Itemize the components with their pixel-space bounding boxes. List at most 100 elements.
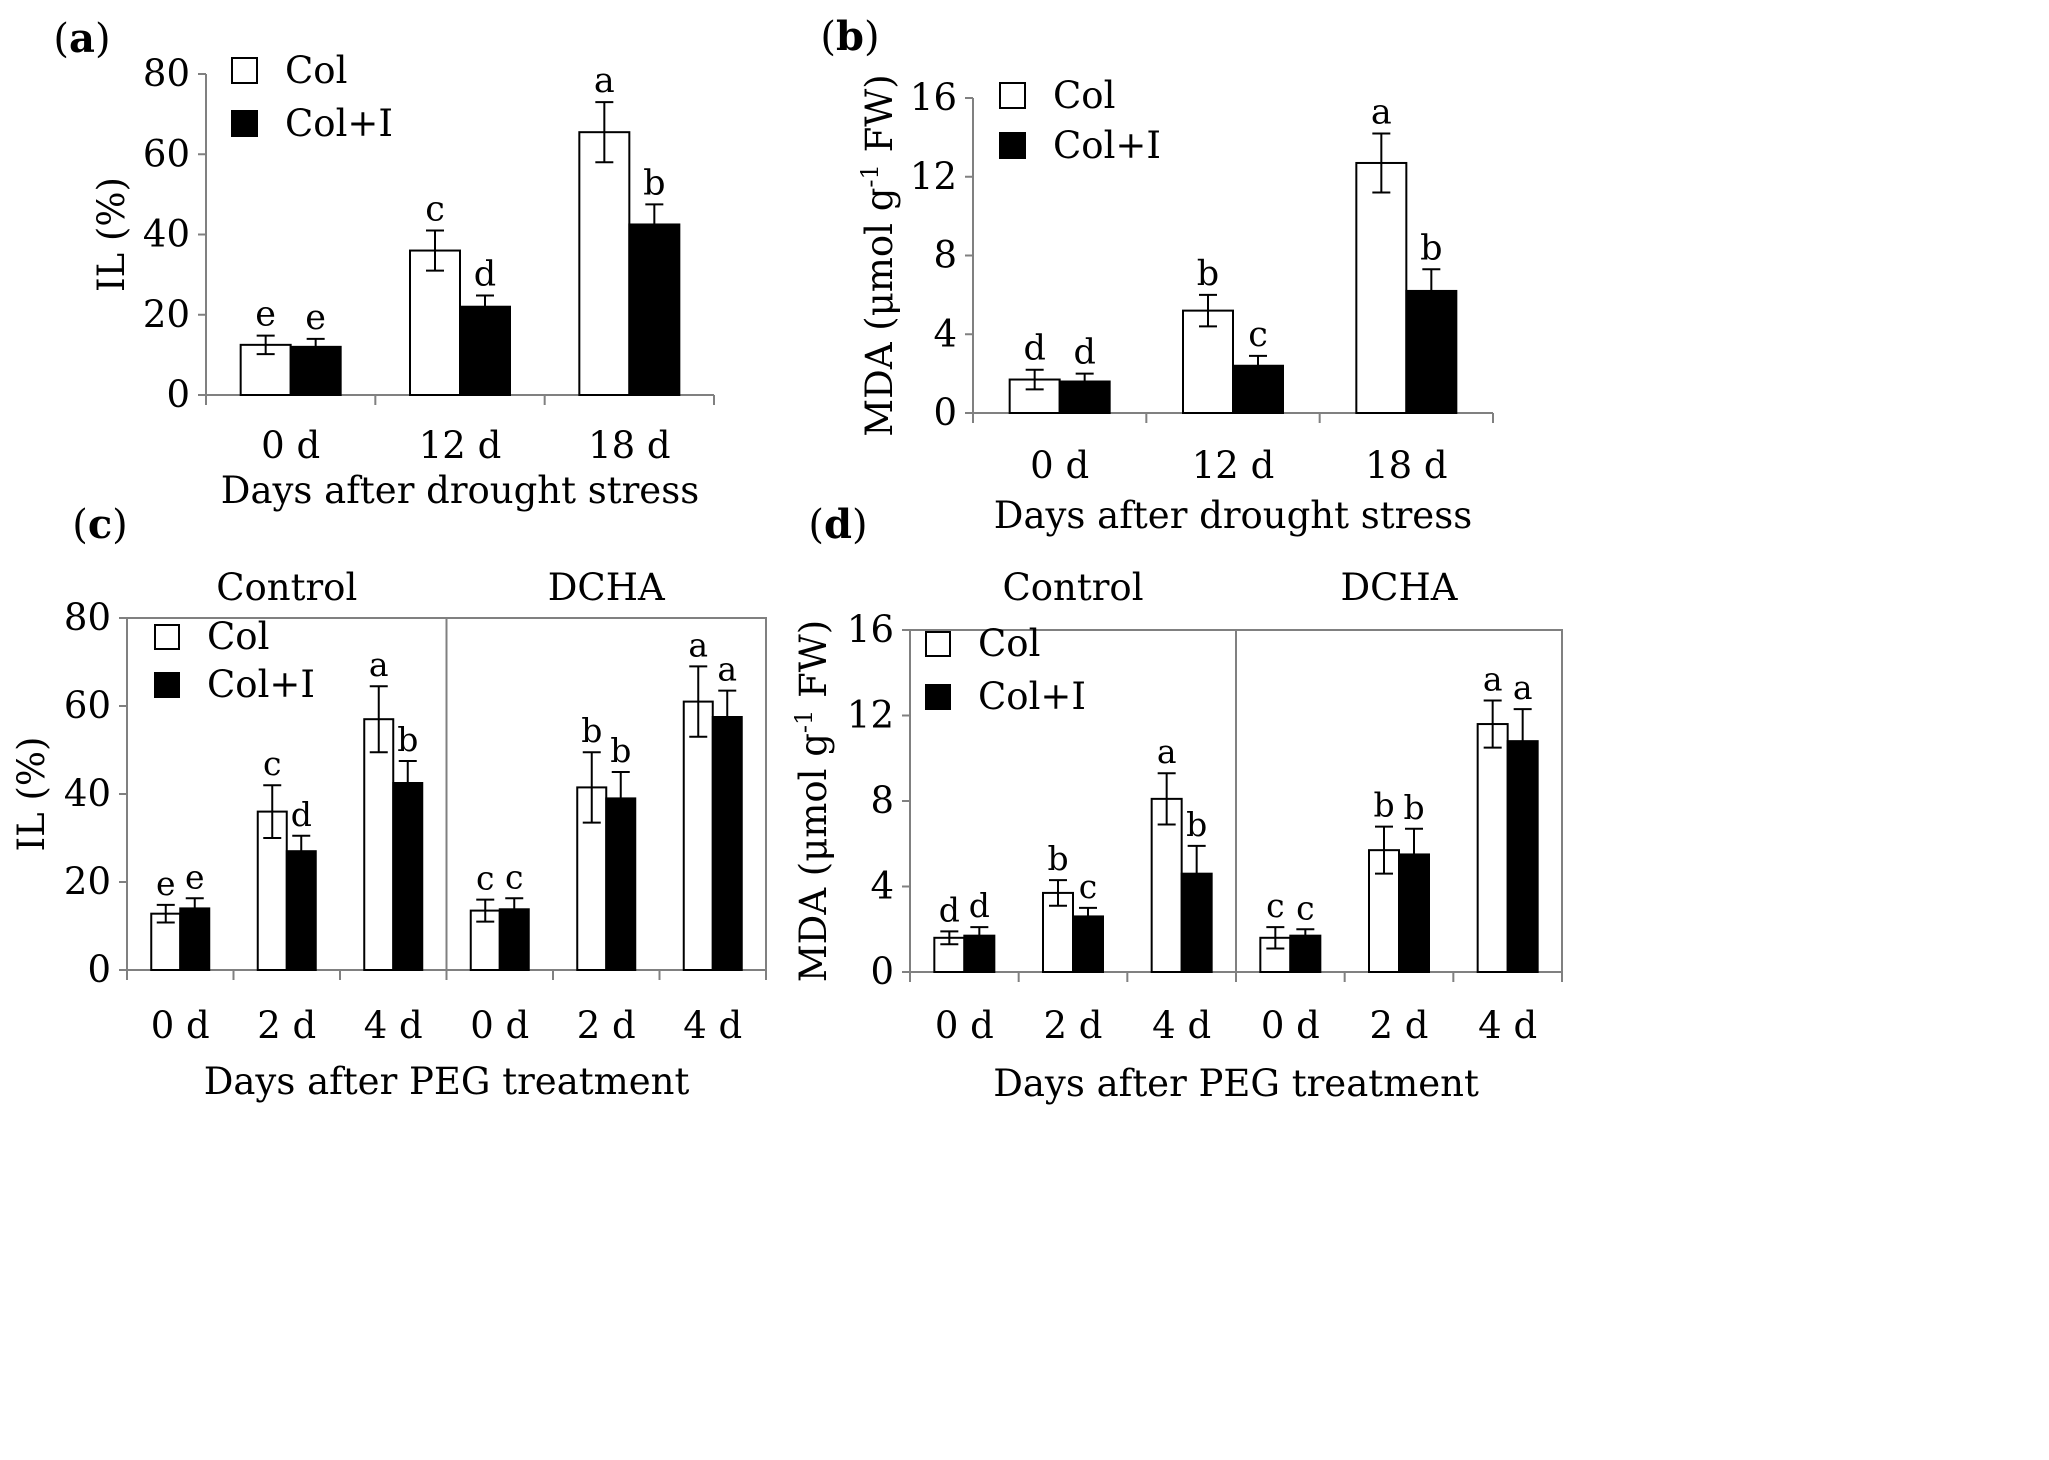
legend-swatch-col <box>231 57 258 84</box>
legend-label-col: Col <box>285 49 347 92</box>
panel-label: (d) <box>808 501 867 548</box>
bar-col <box>1355 161 1408 414</box>
legend-swatch-col-i <box>231 110 258 137</box>
y-axis-title: IL (%) <box>10 737 53 852</box>
legend-label-col: Col <box>1053 74 1115 117</box>
x-tick-label: 0 d <box>261 424 320 467</box>
x-axis-title: Days after PEG treatment <box>204 1060 690 1103</box>
significance-letter: b <box>1373 786 1394 825</box>
panel-a: (a) 0 20 40 60 80 0 d 12 d 18 d e c a e d b Col Col+I IL … <box>53 15 715 512</box>
significance-letter: b <box>1197 254 1219 294</box>
significance-letter: a <box>369 645 389 684</box>
significance-letter: a <box>1513 668 1533 707</box>
significance-letter: b <box>581 711 602 750</box>
x-tick-label: 4 d <box>683 1004 742 1047</box>
panel-c: (c) Control DCHA 0 20 40 60 80 0 d 2 d 4 d 0 d 2 d 4 … <box>10 501 767 1103</box>
y-tick-label: 8 <box>870 779 894 822</box>
y-tick-label: 16 <box>847 608 894 651</box>
legend-label-col-i: Col+I <box>978 675 1086 718</box>
significance-letter: c <box>505 857 523 896</box>
y-tick-label: 0 <box>870 950 894 993</box>
x-tick-label: 0 d <box>151 1004 210 1047</box>
y-tick-label: 40 <box>143 213 190 256</box>
bar-col-i <box>711 716 743 971</box>
y-tick-label: 80 <box>143 52 190 95</box>
significance-letter: d <box>1023 329 1045 369</box>
significance-letter: d <box>474 254 496 294</box>
x-tick-label: 0 d <box>935 1004 994 1047</box>
significance-letter: e <box>255 295 276 335</box>
y-tick-label: 20 <box>64 860 111 903</box>
significance-letter: c <box>425 189 445 229</box>
legend-swatch-col-i <box>154 672 180 698</box>
x-axis-title: Days after drought stress <box>994 494 1472 537</box>
x-tick-label: 12 d <box>419 424 502 467</box>
significance-letter: a <box>1371 92 1392 132</box>
y-tick-label: 4 <box>933 312 957 355</box>
bar-col-i <box>1506 740 1539 974</box>
legend-swatch-col-i <box>999 132 1026 159</box>
x-tick-label: 2 d <box>1370 1004 1429 1047</box>
panel-label: (b) <box>820 13 879 60</box>
x-tick-label: 18 d <box>588 424 671 467</box>
legend-swatch-col <box>154 624 180 650</box>
bar-col-i <box>285 850 317 972</box>
y-tick-label: 16 <box>910 76 957 119</box>
significance-letter: e <box>185 857 205 896</box>
y-axis-title: MDA (μmol g-1 FW) <box>856 74 901 436</box>
panel-label: (c) <box>72 501 128 548</box>
y-tick-label: 12 <box>910 155 957 198</box>
bar-col <box>409 249 461 396</box>
y-tick-label: 4 <box>870 865 894 908</box>
significance-letter: b <box>1420 228 1442 268</box>
y-tick-label: 60 <box>64 684 111 727</box>
y-tick-label: 80 <box>64 596 111 639</box>
x-tick-label: 18 d <box>1365 444 1448 487</box>
bar-col <box>363 718 395 972</box>
significance-letter: c <box>1266 886 1284 925</box>
y-tick-label: 12 <box>847 694 894 737</box>
significance-letter: a <box>1483 660 1503 699</box>
x-tick-label: 0 d <box>1261 1004 1320 1047</box>
significance-letter: d <box>969 886 990 925</box>
bar-col <box>1182 309 1234 414</box>
x-tick-label: 0 d <box>1030 444 1089 487</box>
bar-col <box>578 131 631 396</box>
y-tick-label: 20 <box>143 293 190 336</box>
x-tick-label: 4 d <box>1478 1004 1537 1047</box>
x-tick-label: 4 d <box>1152 1004 1211 1047</box>
significance-letter: a <box>1157 732 1177 771</box>
x-tick-label: 4 d <box>364 1004 423 1047</box>
significance-letter: b <box>1403 788 1424 827</box>
group-label: DCHA <box>548 566 666 609</box>
significance-letter: b <box>1047 839 1068 878</box>
significance-letter: d <box>939 890 960 929</box>
y-axis-title: IL (%) <box>90 177 133 292</box>
bar-col-i <box>459 305 511 397</box>
significance-letter: e <box>305 298 326 338</box>
panel-label: (a) <box>53 15 110 62</box>
x-axis-title: Days after drought stress <box>221 469 699 512</box>
significance-letter: b <box>397 720 418 759</box>
y-axis-title: MDA (μmol g-1 FW) <box>790 620 835 982</box>
group-label: Control <box>1002 566 1143 609</box>
legend-label-col: Col <box>207 615 269 658</box>
legend-label-col-i: Col+I <box>207 663 315 706</box>
bar-col-i <box>628 223 681 396</box>
significance-letter: a <box>688 625 708 664</box>
legend-label-col-i: Col+I <box>285 102 393 145</box>
significance-letter: b <box>610 731 631 770</box>
significance-letter: b <box>643 163 665 203</box>
x-tick-label: 0 d <box>470 1004 529 1047</box>
legend-label-col-i: Col+I <box>1053 124 1161 167</box>
bar-col-i <box>392 782 424 971</box>
significance-letter: e <box>156 864 176 903</box>
x-tick-label: 12 d <box>1192 444 1275 487</box>
x-tick-label: 2 d <box>577 1004 636 1047</box>
significance-letter: b <box>1186 805 1207 844</box>
y-tick-label: 60 <box>143 132 190 175</box>
legend-label-col: Col <box>978 622 1040 665</box>
legend-swatch-col <box>999 82 1026 109</box>
significance-letter: a <box>717 650 737 689</box>
